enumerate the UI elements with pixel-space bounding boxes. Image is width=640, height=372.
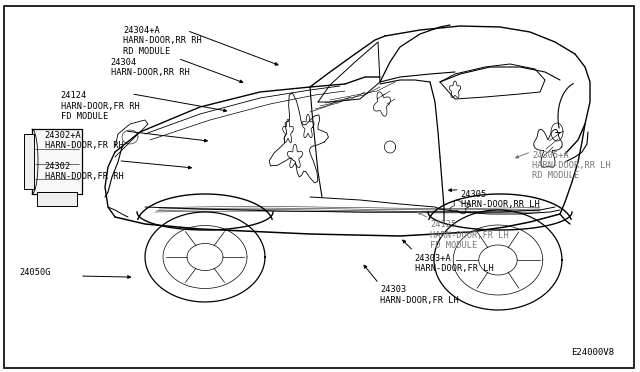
Text: 24305
HARN-DOOR,RR LH: 24305 HARN-DOOR,RR LH: [461, 190, 540, 209]
Text: 24302+A
HARN-DOOR,FR RH: 24302+A HARN-DOOR,FR RH: [45, 131, 124, 150]
Text: 24304
HARN-DOOR,RR RH: 24304 HARN-DOOR,RR RH: [111, 58, 189, 77]
Text: E24000V8: E24000V8: [572, 348, 614, 357]
Bar: [37, 192, 77, 206]
Text: 24124
HARN-DOOR,FR RH
FD MODULE: 24124 HARN-DOOR,FR RH FD MODULE: [61, 91, 140, 121]
Text: 24304+A
HARN-DOOR,RR RH
RD MODULE: 24304+A HARN-DOOR,RR RH RD MODULE: [123, 26, 202, 56]
Text: 24303
HARN-DOOR,FR LH: 24303 HARN-DOOR,FR LH: [380, 285, 459, 305]
Text: 24303+A
HARN-DOOR,FR LH: 24303+A HARN-DOOR,FR LH: [415, 254, 493, 273]
Text: 24302
HARN-DOOR,FR RH: 24302 HARN-DOOR,FR RH: [45, 162, 124, 181]
Text: 24125
HARN-DOOR,FR LH
FD MODULE: 24125 HARN-DOOR,FR LH FD MODULE: [430, 220, 509, 250]
Bar: [24, 134, 34, 189]
Bar: [32, 129, 82, 194]
Text: 24050G: 24050G: [19, 268, 51, 277]
Text: 24305+A
HARN-DOOR,RR LH
RD MODULE: 24305+A HARN-DOOR,RR LH RD MODULE: [532, 151, 611, 180]
